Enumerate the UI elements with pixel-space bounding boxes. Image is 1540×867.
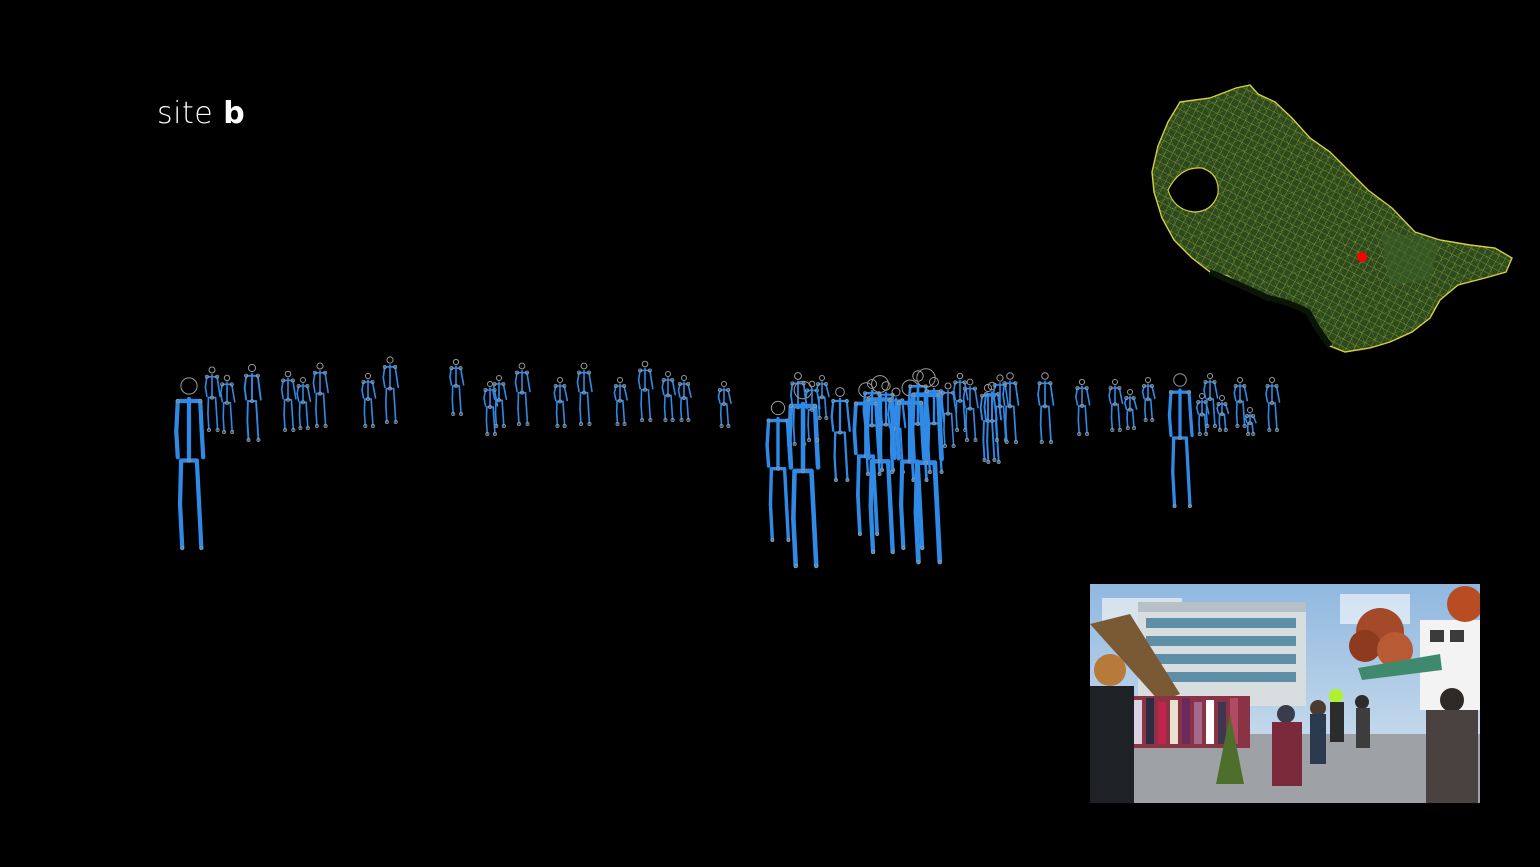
pose-skeleton-figure [1143, 378, 1155, 422]
pose-skeleton-figure [176, 378, 203, 550]
pose-skeleton-figure [678, 376, 691, 422]
pose-skeleton-figure [1169, 374, 1192, 508]
pose-skeleton-figure [493, 376, 506, 428]
site-marker-dot [1357, 252, 1367, 262]
pose-skeleton-figure [577, 363, 592, 426]
pose-skeleton-figure [718, 382, 731, 428]
pose-skeleton-figure [205, 367, 220, 432]
pose-skeleton-figure [515, 363, 530, 426]
pose-skeleton-figure [1125, 390, 1137, 430]
pose-skeleton-figure [832, 388, 850, 482]
pose-skeleton-figure [450, 359, 464, 415]
pose-skeleton-figure [963, 379, 978, 442]
pose-skeleton-figure [1217, 396, 1228, 432]
pose-skeleton-figure [981, 384, 997, 461]
pose-skeleton-figure [1266, 378, 1280, 432]
pose-skeleton-figure [639, 361, 653, 421]
street-market-photo [1090, 584, 1480, 803]
pose-skeleton-figure [297, 378, 310, 430]
pose-skeleton-figure [362, 374, 376, 428]
pose-skeleton-figure [1245, 408, 1255, 436]
pose-skeleton-figure [221, 375, 235, 433]
pose-skeleton-figure [662, 372, 675, 422]
pose-skeleton-figure [614, 378, 627, 426]
location-minimap [1140, 80, 1520, 360]
pose-skeleton-figure [245, 364, 261, 441]
map-outline [1152, 85, 1512, 352]
pose-skeleton-figure [554, 378, 567, 428]
pose-skeleton-figure [313, 363, 328, 428]
pose-skeleton-figure [383, 357, 398, 424]
pose-skeleton-figure [282, 371, 296, 431]
pose-skeleton-figure [767, 401, 790, 541]
pose-skeleton-figure [1038, 373, 1054, 444]
pose-skeleton-figure [1076, 379, 1090, 435]
pose-skeleton-figure [1109, 380, 1122, 432]
